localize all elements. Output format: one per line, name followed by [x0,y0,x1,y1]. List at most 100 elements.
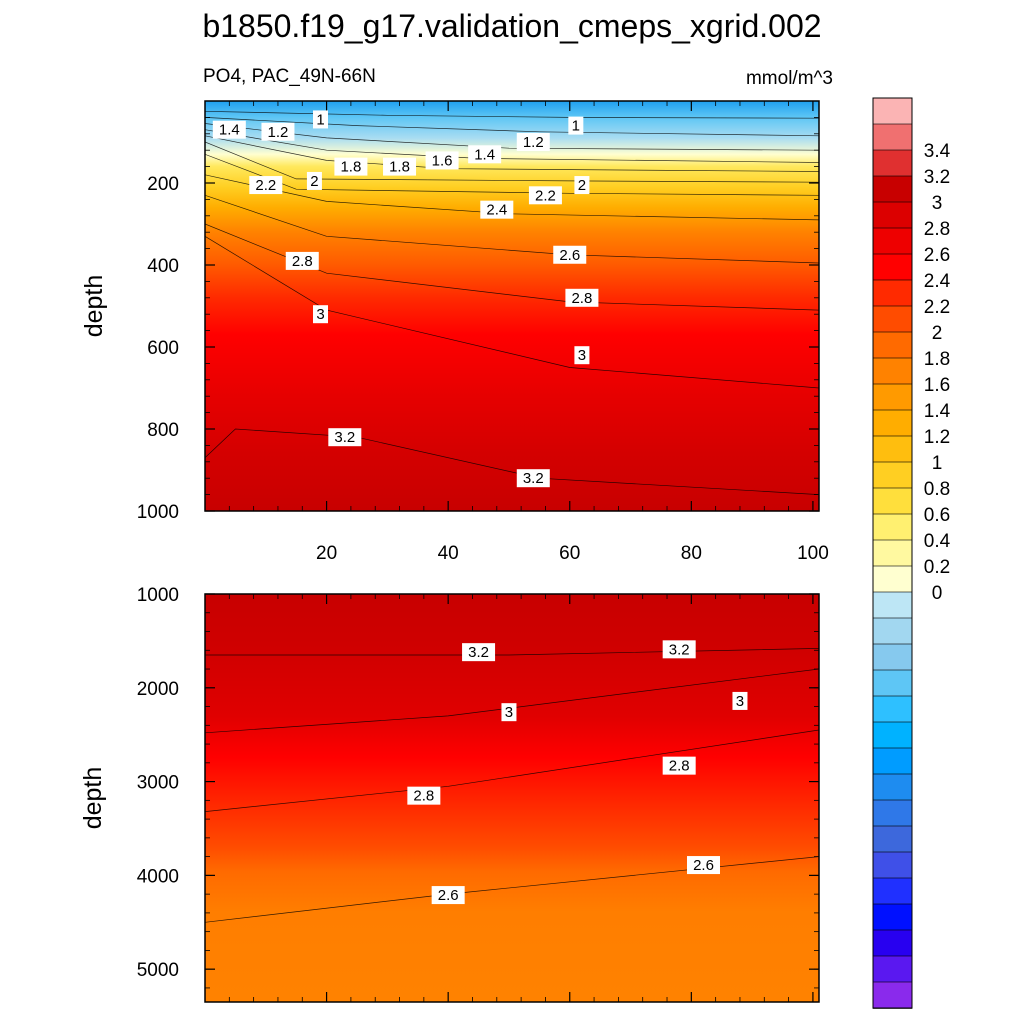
upper-contour-label: 1 [313,110,329,129]
lower-contour-label: 2.8 [407,786,441,805]
colorbar-swatch [872,305,913,333]
contour-label-box [334,157,368,176]
upper-contour-label: 2.6 [553,245,587,264]
contour-label-text: 1.6 [432,152,453,169]
upper-xtick-label: 80 [681,543,702,564]
contour-label-box [568,116,584,135]
upper-contour-label: 2.8 [565,288,599,307]
contour-label-box [313,305,329,324]
upper-contour-label: 1.8 [334,157,368,176]
upper-plot-frame [204,100,820,512]
upper-ytick-label: 200 [147,174,179,195]
colorbar-swatch [872,435,913,463]
upper-y-axis-label: depth [80,275,108,338]
contour-label-text: 2.4 [486,202,507,219]
lower-ytick-label: 4000 [137,866,179,887]
colorbar-tick-label: 2 [932,323,943,344]
contour-label-box [425,151,459,170]
colorbar-tick-label: 2.4 [924,271,951,292]
contour-label-text: 1.2 [523,134,544,151]
contour-label-box [249,176,283,195]
contour-label-box [462,643,496,662]
colorbar-swatch [872,747,913,775]
contour-label-text: 1.2 [268,124,289,141]
contour-label-text: 2.6 [438,887,459,904]
colorbar-swatch [872,279,913,307]
upper-xtick-label: 40 [438,543,459,564]
contour-label-box [306,171,322,190]
contour-label-box [261,122,295,141]
contour-label-text: 3 [736,693,744,710]
upper-contour-label: 1.6 [425,151,459,170]
colorbar-tick-label: 2.2 [924,297,950,318]
upper-contour-label: 1.2 [261,122,295,141]
colorbar-swatch [872,461,913,489]
contour-label-box [480,200,514,219]
upper-contour-label: 3.2 [516,469,550,488]
colorbar-tick-label: 3 [932,193,943,214]
contour-label-text: 2.8 [571,290,592,307]
lower-contour-label: 3.2 [662,640,696,659]
colorbar-swatch [872,513,913,541]
contour-label-text: 3.2 [468,644,489,661]
contour-label-text: 3 [578,347,586,364]
colorbar-swatch [872,981,913,1009]
lower-contour-label: 2.8 [662,756,696,775]
contour-label-text: 3 [316,306,324,323]
lower-panel: 1000 2000 3000 4000 5000 3.2 3.2 3 3 2.8 2.8 2.6 2.… [79,585,820,1003]
colorbar-swatch [872,227,913,255]
lower-ytick-label: 2000 [137,679,179,700]
contour-label-box [574,346,590,365]
lower-ytick-label: 1000 [137,585,179,606]
upper-contour-3 [205,236,819,389]
contour-label-text: 2.6 [559,247,580,264]
contour-label-box [686,856,720,875]
colorbar-tick-label: 3.4 [924,141,951,162]
upper-contour-label: 1.4 [468,145,502,164]
upper-contour-labels: 1 1 1.4 1.2 1.2 1.8 1.8 1.6 1.4 2 2.2 2 2.2 2.4 2.6 2.8… [212,110,599,488]
colorbar-swatch [872,799,913,827]
colorbar-swatch [872,383,913,411]
colorbar-tick-label: 0.2 [924,557,950,578]
lower-axis-ticks: 1000 2000 3000 4000 5000 [137,585,819,1002]
upper-axis-ticks: 20 40 60 80 100 200 400 600 800 1000 [137,100,829,564]
upper-contour-label: 1.2 [516,133,550,151]
colorbar-tick-label: 0.4 [924,531,951,552]
upper-ytick-label: 400 [147,256,179,277]
upper-contour-label: 3.2 [328,428,362,447]
colorbar-tick-label: 0.6 [924,505,950,526]
contour-label-text: 2 [578,177,586,194]
colorbar-tick-label: 1.4 [924,401,951,422]
lower-contour-lines [205,648,819,923]
contour-label-text: 2.8 [669,758,690,775]
contour-label-box [285,251,319,270]
colorbar-swatch [872,487,913,515]
upper-contour-label: 1.4 [212,120,246,139]
contour-label-box [574,176,590,195]
colorbar-tick-label: 1 [932,453,943,474]
colorbar-swatch [872,617,913,645]
contour-label-box [407,786,441,805]
upper-contour-2.8 [205,223,819,311]
colorbar-swatch [872,149,913,177]
colorbar-swatch [872,643,913,671]
contour-label-box [732,691,748,710]
contour-label-text: 3.2 [523,470,544,487]
colorbar-swatch [872,929,913,957]
contour-label-box [383,157,417,176]
colorbar-swatch [872,331,913,359]
contour-label-box [565,288,599,307]
lower-contour-labels: 3.2 3.2 3 3 2.8 2.8 2.6 2.6 [407,640,748,905]
contour-label-box [212,120,246,139]
colorbar-swatch [872,123,913,151]
lower-plot-frame [204,593,820,1003]
upper-contour-1 [205,110,819,119]
upper-contour-label: 3 [313,305,329,324]
upper-contour-label: 2.2 [249,176,283,195]
upper-contour-label: 2.8 [285,251,319,270]
lower-field-fill [205,594,819,1002]
units-label: mmol/m^3 [746,68,833,89]
colorbar-swatch [872,877,913,905]
